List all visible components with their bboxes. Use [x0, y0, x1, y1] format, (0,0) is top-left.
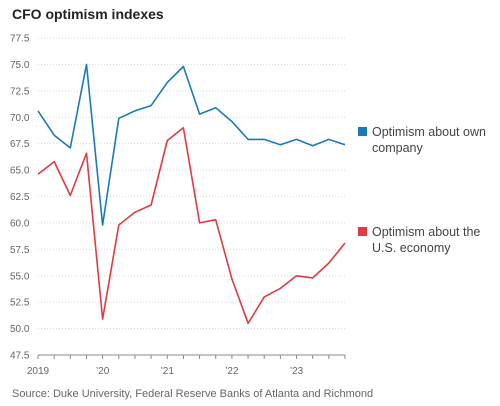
- y-tick-label: 70.0: [10, 113, 30, 124]
- legend-label: Optimism about the: [372, 225, 480, 239]
- x-tick-label: 2019: [27, 366, 50, 377]
- y-tick-label: 57.5: [10, 245, 30, 256]
- x-tick-label: ’21: [161, 366, 175, 377]
- x-tick-label: ’22: [225, 366, 239, 377]
- legend-label: Optimism about own: [372, 125, 486, 139]
- y-tick-label: 47.5: [10, 351, 30, 362]
- y-tick-label: 65.0: [10, 166, 30, 177]
- y-tick-label: 52.5: [10, 298, 30, 309]
- y-tick-label: 62.5: [10, 192, 30, 203]
- y-tick-label: 75.0: [10, 60, 30, 71]
- y-tick-label: 67.5: [10, 139, 30, 150]
- y-tick-label: 55.0: [10, 271, 30, 282]
- axes: 77.5 75.0 72.5 70.0 67.5 65.0 62.5 60.0 57.5 55.0…: [10, 34, 346, 377]
- y-tick-label: 60.0: [10, 218, 30, 229]
- legend-swatch: [358, 127, 367, 136]
- chart-title: CFO optimism indexes: [12, 6, 164, 22]
- series-lines: [37, 63, 346, 325]
- legend-swatch: [358, 227, 367, 236]
- legend: Optimism about own company Optimism about …: [358, 125, 486, 255]
- legend-label: company: [372, 141, 423, 155]
- x-tick-label: ’23: [290, 366, 304, 377]
- chart-source: Source: Duke University, Federal Reserve…: [12, 388, 374, 400]
- series-line-own-company: [37, 63, 346, 226]
- y-tick-label: 77.5: [10, 34, 30, 45]
- y-tick-label: 72.5: [10, 86, 30, 97]
- gridlines: [38, 37, 345, 330]
- legend-label: U.S. economy: [372, 241, 451, 255]
- series-line-us-economy: [37, 127, 346, 325]
- x-tick-label: ’20: [96, 366, 110, 377]
- y-tick-label: 50.0: [10, 324, 30, 335]
